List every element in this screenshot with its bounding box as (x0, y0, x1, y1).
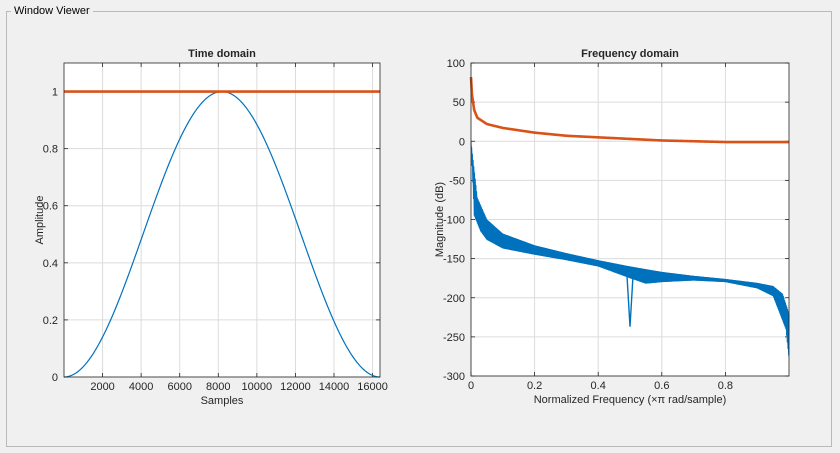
x-tick-label: 14000 (319, 381, 350, 393)
x-tick-label: 0.2 (527, 380, 542, 392)
y-tick-label: -250 (443, 332, 465, 344)
hann-spectrum-notch (626, 275, 634, 327)
y-axis-label: Magnitude (dB) (434, 182, 446, 257)
y-tick-label: 0.8 (43, 144, 58, 156)
y-tick-label: 50 (453, 97, 465, 109)
y-tick-label: -300 (443, 371, 465, 383)
x-tick-label: 0 (468, 380, 474, 392)
rectangular-spectrum-line (469, 77, 789, 144)
y-tick-label: 0.6 (43, 201, 58, 213)
x-tick-label: 0.4 (591, 380, 606, 392)
x-tick-label: 12000 (280, 381, 311, 393)
y-tick-label: 0 (52, 372, 58, 384)
y-tick-label: 0.2 (43, 315, 58, 327)
x-tick-label: 6000 (167, 381, 191, 393)
x-tick-label: 4000 (129, 381, 153, 393)
y-tick-label: 0 (459, 136, 465, 148)
y-axis-label: Amplitude (34, 196, 46, 245)
x-tick-label: 0.8 (718, 380, 733, 392)
axes-box (63, 62, 381, 378)
y-tick-label: -100 (443, 215, 465, 227)
y-tick-label: -150 (443, 254, 465, 266)
y-tick-label: 1 (52, 87, 58, 99)
x-tick-label: 10000 (242, 381, 273, 393)
panel-title: Window Viewer (11, 4, 93, 18)
chart-title: Frequency domain (581, 48, 679, 60)
x-axis-label: Normalized Frequency (×π rad/sample) (534, 394, 727, 406)
x-tick-label: 2000 (90, 381, 114, 393)
hann-spectrum-band (471, 141, 789, 359)
x-tick-label: 8000 (206, 381, 230, 393)
axes-box (470, 62, 790, 377)
x-tick-label: 0.6 (654, 380, 669, 392)
plot-area (64, 63, 380, 377)
x-tick-label: 16000 (357, 381, 388, 393)
y-tick-label: -200 (443, 293, 465, 305)
chart-title: Time domain (188, 48, 256, 60)
y-tick-label: 100 (447, 58, 465, 70)
window-viewer-panel (6, 11, 832, 447)
y-tick-label: 0.4 (43, 258, 58, 270)
x-axis-label: Samples (201, 395, 244, 407)
y-tick-label: -50 (449, 175, 465, 187)
